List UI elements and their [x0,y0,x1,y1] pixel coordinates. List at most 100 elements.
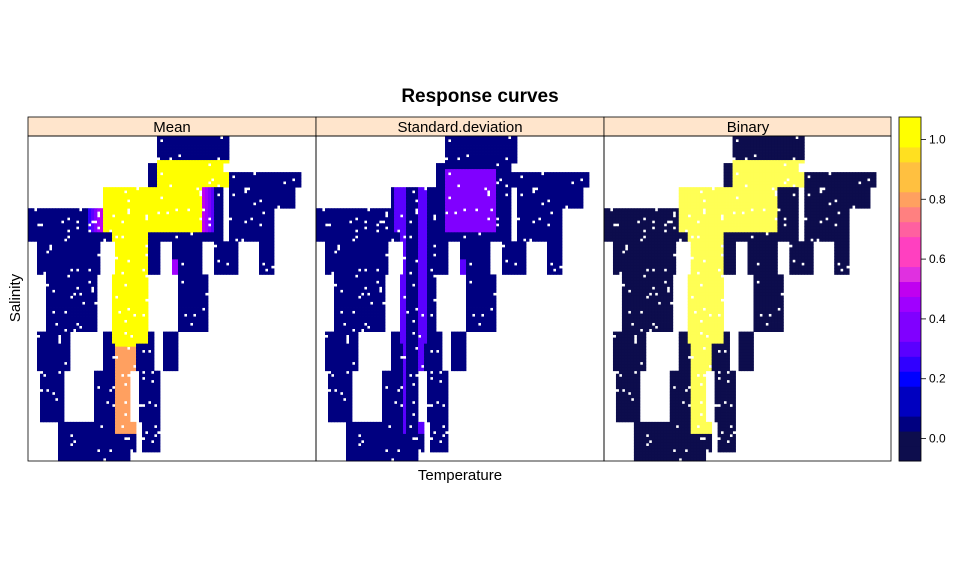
heatmap-cell [196,301,200,305]
heatmap-cell [118,415,122,420]
heatmap-cell [136,352,140,357]
heatmap-cell [481,181,485,185]
heatmap-cell [106,373,110,378]
heatmap-cell [118,361,122,366]
heatmap-cell [205,322,209,326]
heatmap-cell [43,229,47,233]
heatmap-cell [73,316,77,320]
heatmap-cell [151,172,155,176]
heatmap-cell [118,403,122,408]
heatmap-cell [184,271,188,275]
heatmap-cell [232,202,236,206]
heatmap-cell [166,151,170,155]
heatmap-cell [499,148,503,152]
heatmap-cell [280,202,284,206]
heatmap-cell [154,199,158,203]
heatmap-cell [37,247,41,251]
heatmap-cell [58,325,62,329]
heatmap-cell [127,271,131,275]
heatmap-cell [40,385,44,390]
heatmap-cell [217,202,221,206]
heatmap-cell [76,214,80,218]
heatmap-cell [199,247,203,251]
heatmap-cell [208,169,212,173]
heatmap-cell [55,352,59,357]
heatmap-cell [139,190,143,194]
heatmap-cell [265,253,269,257]
heatmap-cell [202,322,206,326]
heatmap-cell [220,199,224,203]
heatmap-cell [124,253,128,257]
heatmap-cell [148,232,152,236]
heatmap-cell [208,139,212,143]
heatmap-cell [124,457,128,462]
heatmap-cell [217,226,221,230]
heatmap-cell [133,316,137,320]
heatmap-cell [112,187,116,191]
heatmap-cell [109,406,113,411]
heatmap-cell [103,364,107,369]
heatmap-cell [157,415,161,420]
heatmap-cell [220,238,224,242]
heatmap-cell [76,316,80,320]
heatmap-cell [46,226,50,230]
heatmap-cell [178,292,182,296]
heatmap-cell [64,253,68,257]
heatmap-cell [97,451,101,456]
heatmap-cell [241,232,245,236]
heatmap-cell [289,184,293,188]
heatmap-cell [55,385,59,390]
heatmap-cell [520,172,524,176]
heatmap-cell [205,319,209,323]
heatmap-cell [109,427,113,432]
heatmap-cell [70,439,74,444]
heatmap-cell [148,376,152,381]
heatmap-cell [187,139,191,143]
heatmap-cell [481,157,485,161]
heatmap-cell [40,214,44,218]
heatmap-cell [190,250,194,254]
heatmap-cell [136,205,140,209]
heatmap-cell [166,175,170,179]
heatmap-cell [199,292,203,296]
heatmap-cell [169,163,173,167]
heatmap-cell [124,232,128,236]
heatmap-cell [133,247,137,251]
heatmap-cell [157,418,161,423]
heatmap-cell [253,196,257,200]
heatmap-cell [508,184,512,188]
heatmap-cell [109,382,113,387]
heatmap-cell [79,265,83,269]
heatmap-cell [136,235,140,239]
heatmap-cell [118,457,122,462]
heatmap-cell [169,175,173,179]
heatmap-cell [34,235,38,239]
heatmap-cell [154,412,158,417]
heatmap-cell [244,226,248,230]
heatmap-cell [145,229,149,233]
heatmap-cell [49,331,53,336]
heatmap-cell [85,238,89,242]
heatmap-cell [166,136,170,140]
heatmap-cell [142,205,146,209]
heatmap-cell [190,262,194,266]
heatmap-cell [181,298,185,302]
heatmap-cell [118,451,122,456]
heatmap-cell [256,178,260,182]
heatmap-cell [238,178,242,182]
heatmap-cell [70,262,74,266]
heatmap-cell [49,322,53,326]
heatmap-cell [265,229,269,233]
heatmap-cell [496,148,500,152]
heatmap-cell [58,355,62,360]
heatmap-cell [97,424,101,429]
heatmap-cell [46,397,50,402]
heatmap-cell [103,382,107,387]
heatmap-cell [88,319,92,323]
heatmap-cell [142,295,146,299]
heatmap-cell [142,220,146,224]
heatmap-cell [139,220,143,224]
heatmap-cell [46,349,50,354]
heatmap-cell [136,313,140,317]
heatmap-cell [142,286,146,290]
